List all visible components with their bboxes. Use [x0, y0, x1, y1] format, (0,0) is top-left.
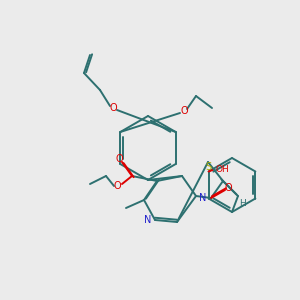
- Text: O: O: [109, 103, 117, 113]
- Text: N: N: [199, 193, 207, 203]
- Text: N: N: [144, 215, 152, 225]
- Text: O: O: [224, 183, 232, 193]
- Text: O: O: [180, 106, 188, 116]
- Text: O: O: [115, 154, 123, 164]
- Text: OH: OH: [216, 165, 230, 174]
- Text: S: S: [205, 162, 211, 172]
- Text: H: H: [240, 200, 246, 208]
- Text: O: O: [113, 181, 121, 191]
